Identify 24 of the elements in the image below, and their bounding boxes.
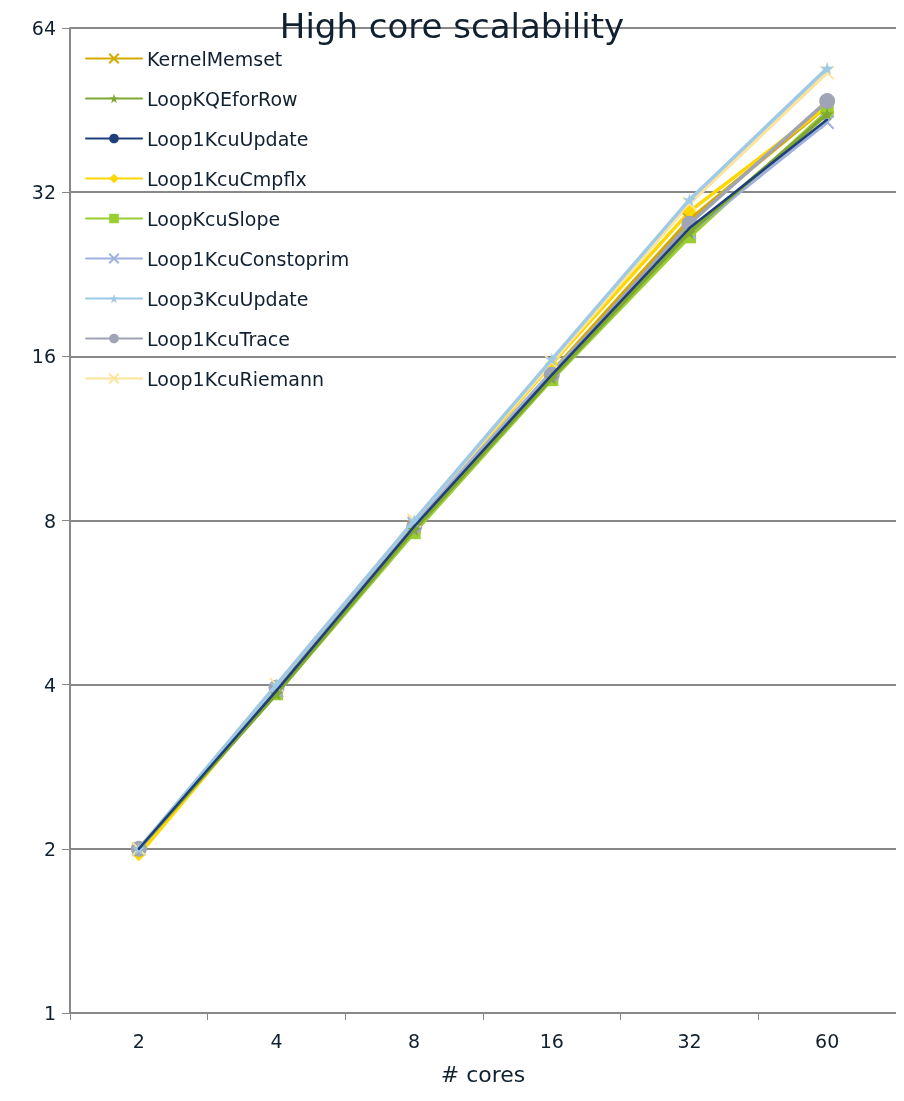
legend-label: Loop1KcuTrace	[147, 327, 291, 350]
y-tick-label: 4	[43, 673, 56, 696]
y-tick-label: 16	[31, 345, 56, 368]
legend-label: KernelMemset	[147, 47, 283, 70]
legend-label: Loop1KcuUpdate	[147, 127, 309, 150]
y-tick-label: 8	[43, 509, 56, 532]
x-tick-label: 32	[677, 1029, 702, 1052]
legend-label: Loop3KcuUpdate	[147, 287, 309, 310]
y-tick-label: 32	[31, 181, 56, 204]
x-tick-label: 16	[539, 1029, 564, 1052]
x-tick-label: 2	[132, 1029, 145, 1052]
y-tick-label: 2	[43, 837, 56, 860]
x-tick-label: 8	[408, 1029, 421, 1052]
legend-label: Loop1KcuRiemann	[147, 367, 325, 390]
x-tick-label: 4	[270, 1029, 283, 1052]
x-axis-title: # cores	[440, 1061, 526, 1087]
legend-label: Loop1KcuCmpflx	[147, 167, 307, 190]
y-tick-label: 1	[43, 1002, 56, 1024]
x-tick-label: 60	[815, 1029, 840, 1052]
legend-label: LoopKQEforRow	[147, 87, 298, 110]
chart-title: High core scalability	[279, 6, 625, 46]
legend-label: Loop1KcuConstoprim	[147, 247, 350, 270]
y-tick-label: 64	[31, 17, 56, 39]
legend-label: LoopKcuSlope	[147, 207, 281, 230]
